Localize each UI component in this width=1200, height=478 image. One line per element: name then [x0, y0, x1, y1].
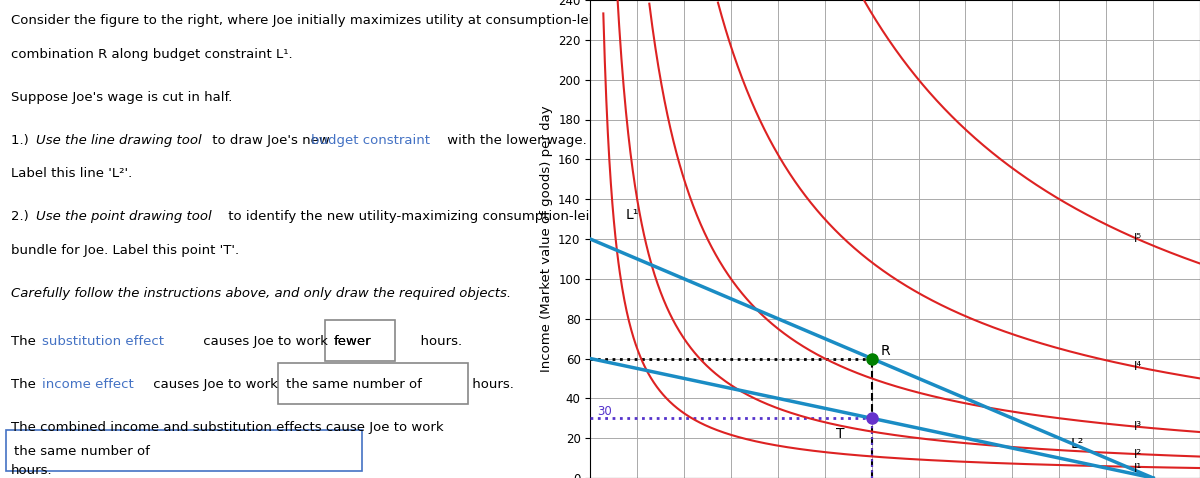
- Text: Carefully follow the instructions above, and only draw the required objects.: Carefully follow the instructions above,…: [11, 287, 511, 300]
- Text: R: R: [881, 344, 890, 358]
- Text: combination R along budget constraint L¹.: combination R along budget constraint L¹…: [11, 48, 293, 61]
- Text: I⁵: I⁵: [1134, 232, 1142, 246]
- FancyBboxPatch shape: [325, 320, 396, 361]
- Text: to draw Joe's new: to draw Joe's new: [208, 134, 334, 147]
- Text: hours.: hours.: [468, 378, 515, 391]
- Text: Label this line 'L²'.: Label this line 'L²'.: [11, 167, 132, 180]
- Text: T: T: [836, 427, 845, 441]
- Text: bundle for Joe. Label this point 'T'.: bundle for Joe. Label this point 'T'.: [11, 244, 239, 257]
- Text: causes Joe to work: causes Joe to work: [149, 378, 282, 391]
- Text: The: The: [11, 335, 41, 348]
- Text: 30: 30: [598, 405, 612, 418]
- FancyBboxPatch shape: [277, 363, 468, 404]
- Text: with the lower wage.: with the lower wage.: [443, 134, 587, 147]
- Text: substitution effect: substitution effect: [42, 335, 164, 348]
- Text: Use the point drawing tool: Use the point drawing tool: [36, 210, 212, 223]
- Text: The: The: [11, 378, 41, 391]
- Text: I³: I³: [1134, 420, 1142, 433]
- Text: I²: I²: [1134, 447, 1142, 461]
- Text: the same number of: the same number of: [14, 445, 150, 458]
- FancyBboxPatch shape: [6, 430, 362, 471]
- Text: Suppose Joe's wage is cut in half.: Suppose Joe's wage is cut in half.: [11, 91, 233, 104]
- Text: fewer: fewer: [334, 335, 372, 348]
- Text: fewer: fewer: [334, 335, 372, 348]
- Text: causes Joe to work: causes Joe to work: [199, 335, 332, 348]
- Text: hours.: hours.: [11, 464, 53, 477]
- Text: Use the line drawing tool: Use the line drawing tool: [36, 134, 202, 147]
- Text: Consider the figure to the right, where Joe initially maximizes utility at consu: Consider the figure to the right, where …: [11, 14, 622, 27]
- Text: the same number of: the same number of: [286, 378, 422, 391]
- Text: 2.): 2.): [11, 210, 34, 223]
- Text: budget constraint: budget constraint: [311, 134, 431, 147]
- Text: income effect: income effect: [42, 378, 134, 391]
- Text: I⁴: I⁴: [1134, 360, 1142, 373]
- Text: The combined income and substitution effects cause Joe to work: The combined income and substitution eff…: [11, 421, 448, 434]
- Text: to identify the new utility-maximizing consumption-leisure: to identify the new utility-maximizing c…: [224, 210, 619, 223]
- Text: L¹: L¹: [625, 208, 638, 222]
- Text: 1.): 1.): [11, 134, 34, 147]
- Text: L²: L²: [1072, 437, 1085, 451]
- Text: hours.: hours.: [396, 335, 463, 348]
- Y-axis label: Income (Market value of goods) per day: Income (Market value of goods) per day: [540, 106, 552, 372]
- Text: I¹: I¹: [1134, 462, 1142, 475]
